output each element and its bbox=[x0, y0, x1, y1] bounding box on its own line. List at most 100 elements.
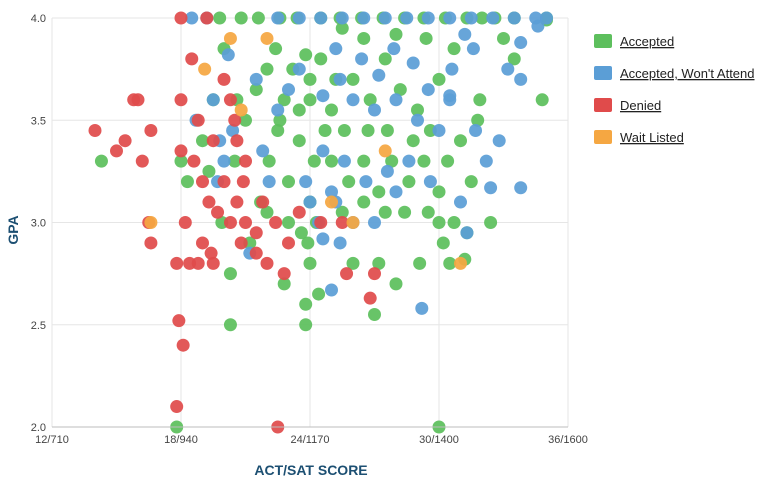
data-point bbox=[486, 11, 500, 25]
data-point bbox=[223, 31, 237, 45]
data-point bbox=[196, 175, 209, 189]
data-point bbox=[172, 314, 186, 328]
data-point bbox=[406, 56, 420, 70]
data-point bbox=[432, 216, 446, 229]
data-point bbox=[346, 216, 360, 229]
data-point bbox=[329, 42, 343, 56]
data-point bbox=[180, 175, 194, 189]
legend-label[interactable]: Accepted, Won't Attend bbox=[620, 66, 755, 81]
data-point bbox=[402, 154, 416, 168]
series-group bbox=[185, 11, 553, 315]
data-point bbox=[94, 154, 108, 168]
data-point bbox=[277, 277, 291, 291]
data-point bbox=[387, 42, 401, 56]
data-point bbox=[303, 72, 317, 86]
data-point bbox=[540, 11, 553, 25]
data-point bbox=[185, 11, 199, 25]
data-point bbox=[443, 256, 457, 270]
data-point bbox=[213, 11, 227, 25]
data-point bbox=[357, 154, 371, 168]
data-point bbox=[273, 113, 287, 127]
data-point bbox=[228, 113, 242, 127]
data-point bbox=[464, 175, 478, 189]
data-point bbox=[292, 62, 306, 76]
data-point bbox=[178, 216, 192, 229]
data-point bbox=[380, 164, 394, 178]
data-point bbox=[335, 216, 349, 229]
data-point bbox=[251, 11, 265, 25]
data-point bbox=[441, 154, 455, 168]
legend-swatch bbox=[594, 34, 612, 48]
data-point bbox=[492, 134, 506, 148]
data-point bbox=[335, 205, 349, 219]
data-point bbox=[217, 154, 231, 168]
x-tick-label: 12/710 bbox=[35, 434, 69, 446]
data-point bbox=[185, 52, 199, 66]
data-point bbox=[170, 400, 184, 414]
data-point bbox=[262, 175, 276, 189]
legend-swatch bbox=[594, 130, 612, 144]
data-point bbox=[514, 36, 528, 50]
y-tick-label: 3.5 bbox=[31, 115, 46, 127]
axes: 12/710 18/940 24/1170 30/1400 36/1600 2.0 2.5 3… bbox=[31, 13, 588, 446]
data-point bbox=[131, 93, 145, 107]
data-point bbox=[230, 134, 244, 148]
data-point bbox=[144, 123, 158, 137]
data-point bbox=[436, 236, 450, 250]
data-point bbox=[198, 62, 212, 76]
data-point bbox=[314, 52, 328, 66]
legend-swatch bbox=[594, 66, 612, 80]
data-point bbox=[398, 205, 412, 219]
data-point bbox=[174, 154, 188, 168]
legend-label[interactable]: Denied bbox=[620, 98, 661, 113]
y-tick-label: 2.5 bbox=[31, 320, 46, 332]
data-point bbox=[223, 267, 237, 281]
data-point bbox=[357, 11, 371, 25]
data-point bbox=[400, 11, 414, 25]
data-point bbox=[372, 185, 386, 199]
data-point bbox=[378, 205, 392, 219]
data-point bbox=[454, 256, 467, 270]
data-point bbox=[378, 52, 392, 66]
legend-label[interactable]: Accepted bbox=[620, 34, 674, 49]
data-point bbox=[110, 144, 123, 158]
data-point bbox=[415, 301, 429, 315]
data-point bbox=[236, 175, 250, 189]
data-point bbox=[443, 89, 457, 103]
data-point bbox=[260, 62, 274, 76]
data-point bbox=[325, 103, 338, 117]
data-point bbox=[277, 93, 291, 107]
data-point bbox=[368, 308, 381, 322]
data-point bbox=[271, 123, 285, 137]
data-point bbox=[325, 283, 338, 297]
data-point bbox=[333, 72, 347, 86]
data-points bbox=[88, 11, 553, 434]
data-point bbox=[196, 134, 209, 148]
data-point bbox=[299, 175, 313, 189]
data-point bbox=[471, 113, 485, 127]
data-point bbox=[260, 205, 274, 219]
data-point bbox=[249, 83, 263, 97]
data-point bbox=[206, 134, 220, 148]
data-point bbox=[346, 93, 360, 107]
data-point bbox=[346, 72, 360, 86]
data-point bbox=[325, 195, 338, 209]
data-point bbox=[460, 226, 474, 240]
data-point bbox=[346, 256, 360, 270]
data-point bbox=[389, 185, 403, 199]
data-point bbox=[260, 256, 274, 270]
data-point bbox=[303, 256, 317, 270]
data-point bbox=[514, 181, 528, 195]
data-point bbox=[226, 123, 240, 137]
data-point bbox=[230, 195, 244, 209]
data-point bbox=[454, 195, 467, 209]
data-point bbox=[432, 123, 446, 137]
data-point bbox=[256, 195, 270, 209]
data-point bbox=[445, 62, 459, 76]
data-point bbox=[234, 236, 248, 250]
legend-label[interactable]: Wait Listed bbox=[620, 130, 684, 145]
data-point bbox=[378, 144, 392, 158]
data-point bbox=[303, 195, 317, 209]
data-point bbox=[421, 11, 435, 25]
data-point bbox=[174, 11, 188, 25]
